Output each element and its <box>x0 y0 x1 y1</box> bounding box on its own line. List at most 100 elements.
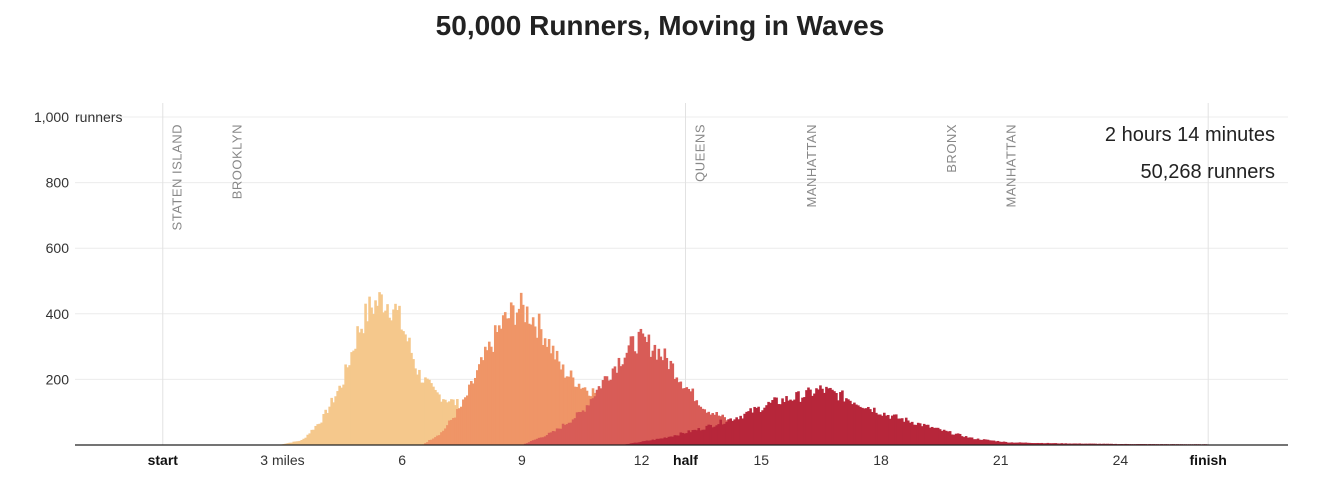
histogram-bar <box>589 399 593 445</box>
histogram-bar <box>483 346 487 445</box>
histogram-bar <box>485 350 489 445</box>
histogram-bar <box>916 422 920 445</box>
histogram-bar <box>535 438 539 445</box>
histogram-bar <box>1068 443 1072 445</box>
histogram-bar <box>725 422 728 445</box>
histogram-bar <box>563 377 567 445</box>
histogram-bar <box>386 304 389 445</box>
histogram-bar <box>328 406 331 445</box>
histogram-bar <box>715 425 719 445</box>
histogram-bar <box>392 309 395 445</box>
histogram-bar <box>603 376 607 445</box>
histogram-bar <box>912 424 916 445</box>
histogram-bar <box>992 440 996 445</box>
histogram-bar <box>607 380 611 445</box>
histogram-bar <box>735 417 738 445</box>
histogram-bar <box>896 418 900 445</box>
histogram-bar <box>847 399 850 445</box>
histogram-bar <box>527 323 531 445</box>
histogram-bar <box>549 353 553 445</box>
histogram-bar <box>591 398 595 445</box>
histogram-bar <box>986 439 990 445</box>
histogram-bar <box>853 402 856 445</box>
histogram-bar <box>529 441 533 445</box>
histogram-bar <box>515 312 519 445</box>
histogram-bar <box>364 303 367 445</box>
histogram-bar <box>984 439 988 445</box>
histogram-bar <box>501 315 505 445</box>
histogram-bar <box>996 440 1000 445</box>
histogram-bar <box>791 400 794 445</box>
histogram-bar <box>757 406 760 445</box>
histogram-bar <box>857 405 860 445</box>
histogram-bar <box>859 406 862 445</box>
histogram-bar <box>950 434 954 445</box>
histogram-bar <box>539 437 543 445</box>
histogram-bar <box>1010 442 1014 445</box>
histogram-bar <box>1046 442 1050 445</box>
histogram-bar <box>867 406 870 445</box>
histogram-bar <box>871 411 874 445</box>
histogram-bar <box>994 441 998 445</box>
x-tick-labels: start 3 miles 6 9 12 half 15 18 21 24 finish <box>148 452 1227 468</box>
histogram-bar <box>499 328 503 445</box>
histogram-bar <box>585 405 589 445</box>
histogram-bar <box>442 399 445 445</box>
x-tick-label: 3 miles <box>260 452 304 468</box>
y-unit-label: runners <box>75 109 122 125</box>
histogram-bar <box>1072 443 1076 445</box>
histogram-bar <box>1012 442 1016 445</box>
histogram-bar <box>769 402 772 445</box>
histogram-bar <box>902 421 906 445</box>
histogram-bar <box>627 345 631 445</box>
histogram-bar <box>366 321 369 445</box>
histogram-bar <box>430 383 433 445</box>
histogram-bar <box>587 405 591 445</box>
histogram-bar <box>663 437 667 445</box>
y-tick-label: 400 <box>46 306 70 322</box>
histogram-bar <box>679 381 683 445</box>
histogram-bar <box>286 443 290 445</box>
histogram-bar <box>302 438 306 445</box>
borough-label: STATEN ISLAND <box>170 124 185 230</box>
histogram-bar <box>388 317 391 445</box>
histogram-bar <box>432 438 435 445</box>
histogram-bar <box>659 356 663 445</box>
histogram-bar <box>890 415 894 445</box>
histogram-bar <box>898 418 902 445</box>
histogram-bar <box>709 424 713 445</box>
histogram-bar <box>599 388 603 445</box>
histogram-bar <box>827 388 830 445</box>
histogram-bar <box>306 434 310 445</box>
borough-label: MANHATTAN <box>804 124 819 207</box>
histogram-bar <box>1022 442 1026 445</box>
histogram-bar <box>886 414 890 445</box>
histogram-bar <box>729 418 732 445</box>
histogram-bar <box>884 415 888 445</box>
histogram-bar <box>649 356 653 445</box>
y-tick-labels: 1,000 runners 800 600 400 200 <box>34 109 123 387</box>
histogram-bar <box>797 391 800 445</box>
histogram-bar <box>1026 442 1030 445</box>
histogram-bar <box>579 412 583 445</box>
borough-label: MANHATTAN <box>1004 124 1019 207</box>
histogram-bar <box>667 369 671 445</box>
histogram-bar <box>545 346 549 445</box>
histogram-bar <box>749 408 752 445</box>
histogram-bar <box>505 318 509 445</box>
x-tick-label: half <box>673 452 698 468</box>
histogram-bar <box>974 439 978 445</box>
histogram-bar <box>908 422 912 445</box>
histogram-bar <box>378 292 381 445</box>
histogram-bar <box>426 378 429 445</box>
histogram-bar <box>873 407 876 445</box>
histogram-bar <box>869 409 872 445</box>
histogram-bar <box>821 388 824 445</box>
histogram-bar <box>432 386 435 445</box>
histogram-bar <box>743 413 746 445</box>
histogram-bar <box>833 391 836 445</box>
histogram-bar <box>1060 443 1064 445</box>
histogram-bar <box>1030 443 1034 445</box>
histogram-bar <box>1056 443 1060 445</box>
histogram-bar <box>426 442 429 445</box>
